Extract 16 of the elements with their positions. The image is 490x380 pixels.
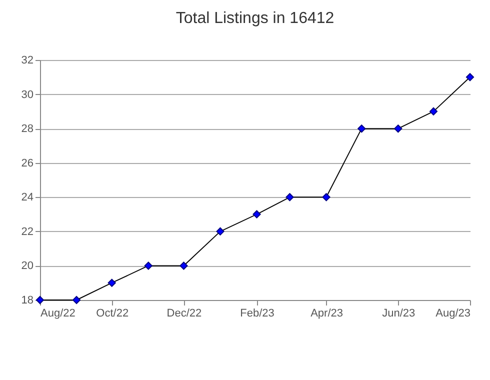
y-tick-label: 18 — [21, 294, 34, 306]
x-tick-label: Aug/23 — [436, 308, 470, 320]
x-tick-label: Jun/23 — [382, 308, 416, 320]
x-tick-label: Apr/23 — [310, 308, 343, 320]
y-tick-label: 24 — [21, 192, 34, 204]
y-tick-label: 30 — [21, 88, 34, 101]
x-tick-label: Oct/22 — [96, 308, 129, 320]
y-tick-label: 22 — [21, 226, 34, 238]
chart-title: Total Listings in 16412 — [176, 10, 334, 27]
y-tick-label: 26 — [21, 157, 34, 170]
y-tick-label: 28 — [21, 123, 34, 136]
x-tick-label: Aug/22 — [40, 308, 76, 320]
y-tick-label: 32 — [21, 54, 34, 66]
x-tick-label: Dec/22 — [166, 308, 202, 320]
x-tick-label: Feb/23 — [240, 308, 274, 320]
y-tick-label: 20 — [21, 260, 34, 272]
